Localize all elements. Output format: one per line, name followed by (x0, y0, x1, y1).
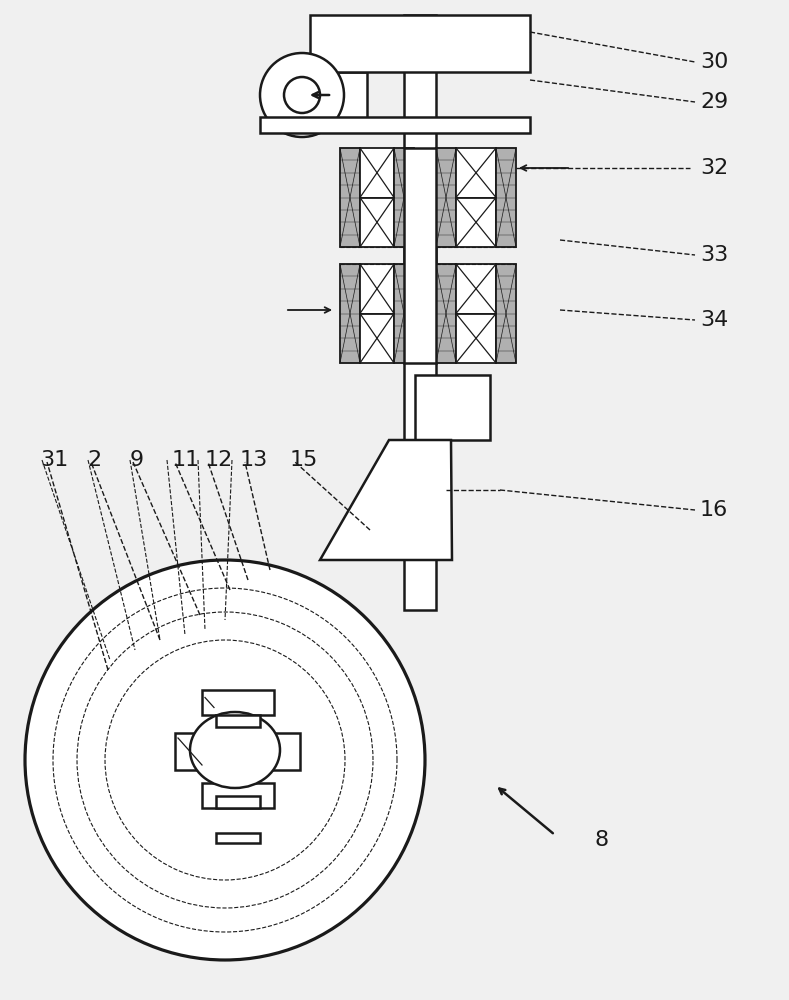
Bar (216, 715, 260, 727)
Text: 9: 9 (130, 450, 144, 470)
Bar (456, 148, 496, 198)
Text: 30: 30 (700, 52, 728, 72)
Bar (436, 148, 456, 247)
Ellipse shape (190, 712, 280, 788)
Bar (496, 264, 516, 363)
Bar (404, 148, 436, 363)
Text: 34: 34 (700, 310, 728, 330)
Bar (310, 15, 530, 72)
Text: 2: 2 (87, 450, 101, 470)
Bar (202, 690, 274, 715)
Text: 29: 29 (700, 92, 728, 112)
Bar (175, 733, 205, 770)
Bar (302, 72, 367, 118)
Bar (360, 198, 394, 247)
Text: 33: 33 (700, 245, 728, 265)
Text: 12: 12 (205, 450, 234, 470)
Polygon shape (320, 440, 452, 560)
Bar (456, 314, 496, 363)
Bar (360, 148, 394, 198)
Bar (340, 264, 360, 363)
Text: 32: 32 (700, 158, 728, 178)
Bar (216, 833, 260, 843)
Text: 16: 16 (700, 500, 728, 520)
Bar (360, 264, 394, 314)
Bar (394, 264, 414, 363)
Text: 31: 31 (40, 450, 69, 470)
Bar (360, 314, 394, 363)
Bar (260, 117, 530, 133)
Bar (456, 198, 496, 247)
Bar (456, 264, 496, 314)
Bar (415, 375, 490, 440)
Bar (404, 15, 436, 610)
Bar (216, 796, 260, 808)
Bar (394, 148, 414, 247)
Circle shape (284, 77, 320, 113)
Text: 11: 11 (172, 450, 200, 470)
Bar (496, 148, 516, 247)
Text: 8: 8 (595, 830, 609, 850)
Circle shape (260, 53, 344, 137)
Text: 15: 15 (290, 450, 319, 470)
Bar (436, 264, 456, 363)
Text: 13: 13 (240, 450, 268, 470)
Bar (202, 783, 274, 808)
Circle shape (25, 560, 425, 960)
Bar (340, 148, 360, 247)
Bar (270, 733, 300, 770)
